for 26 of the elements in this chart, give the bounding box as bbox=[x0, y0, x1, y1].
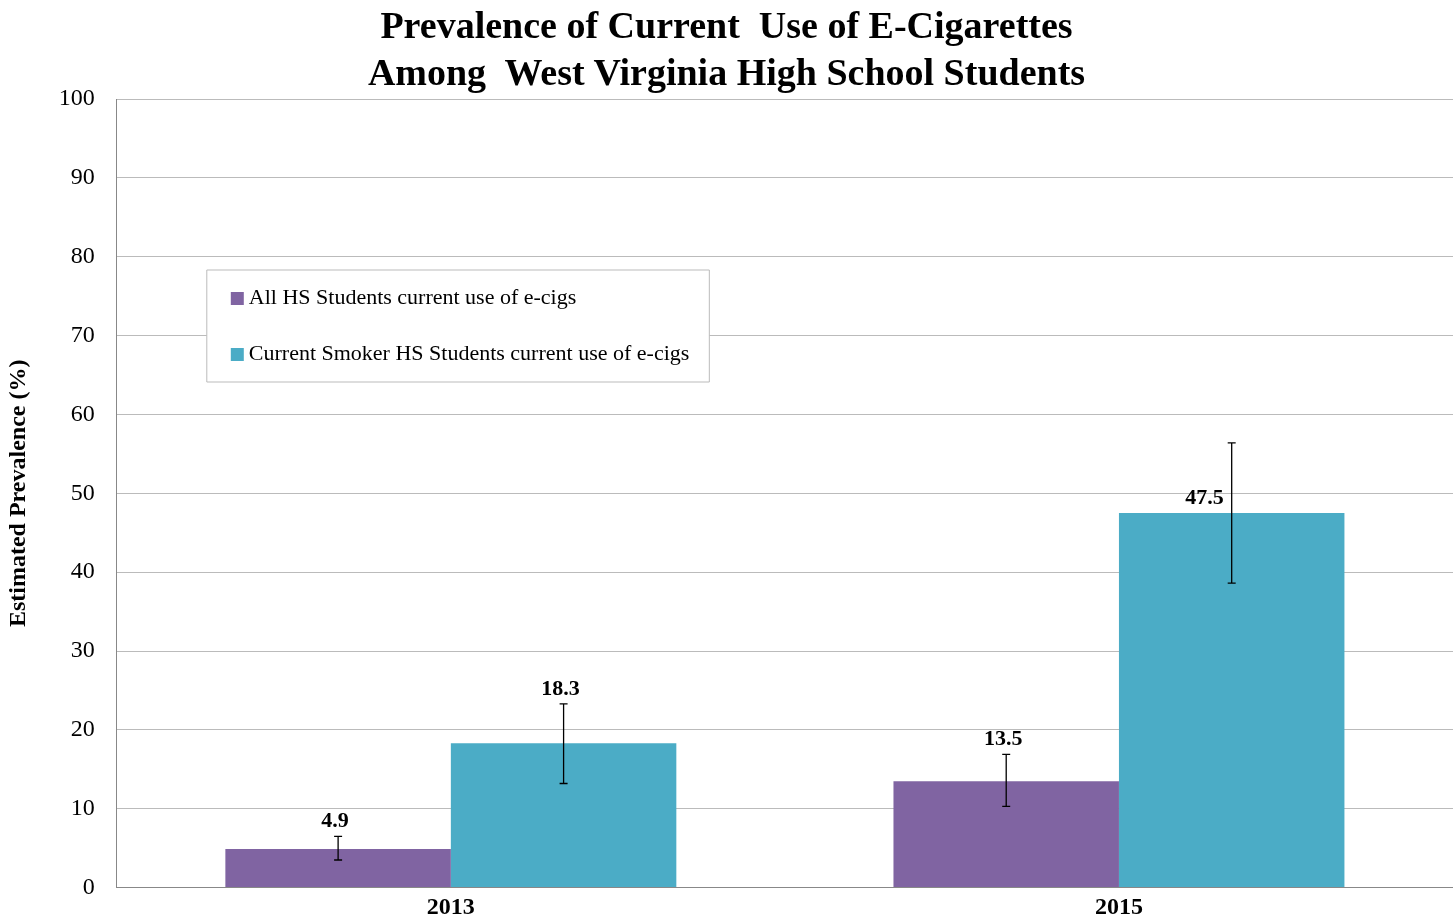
y-tick-label: 100 bbox=[58, 84, 95, 111]
legend-label: All HS Students current use of e-cigs bbox=[248, 283, 577, 309]
data-label: 13.5 bbox=[983, 725, 1023, 751]
y-tick-label: 90 bbox=[70, 163, 95, 190]
bar bbox=[1118, 513, 1345, 888]
data-label: 47.5 bbox=[1185, 483, 1224, 509]
legend-label: Current Smoker HS Students current use of e-cigs bbox=[248, 339, 690, 365]
data-label: 4.9 bbox=[321, 807, 349, 833]
y-axis-title: Estimated Prevalence (%) bbox=[3, 359, 30, 628]
x-tick-label: 2013 bbox=[426, 893, 475, 920]
x-tick-label: 2015 bbox=[1094, 893, 1143, 920]
bar bbox=[450, 743, 677, 888]
y-tick-label: 50 bbox=[70, 478, 95, 505]
y-tick-label: 40 bbox=[70, 557, 95, 584]
data-label: 18.3 bbox=[541, 674, 580, 700]
y-tick-label: 70 bbox=[70, 320, 95, 347]
y-tick-label: 80 bbox=[70, 242, 95, 269]
y-tick-label: 60 bbox=[70, 399, 95, 426]
y-tick-label: 30 bbox=[70, 636, 95, 663]
text: Prevalence of Current Use of E-Cigarettes bbox=[380, 3, 1073, 46]
bar bbox=[893, 781, 1119, 888]
y-tick-label: 20 bbox=[70, 715, 95, 742]
bar bbox=[225, 848, 451, 888]
text: Among West Virginia High School Students bbox=[367, 51, 1086, 94]
y-tick-label: 0 bbox=[82, 872, 95, 899]
y-tick-label: 10 bbox=[70, 794, 95, 821]
